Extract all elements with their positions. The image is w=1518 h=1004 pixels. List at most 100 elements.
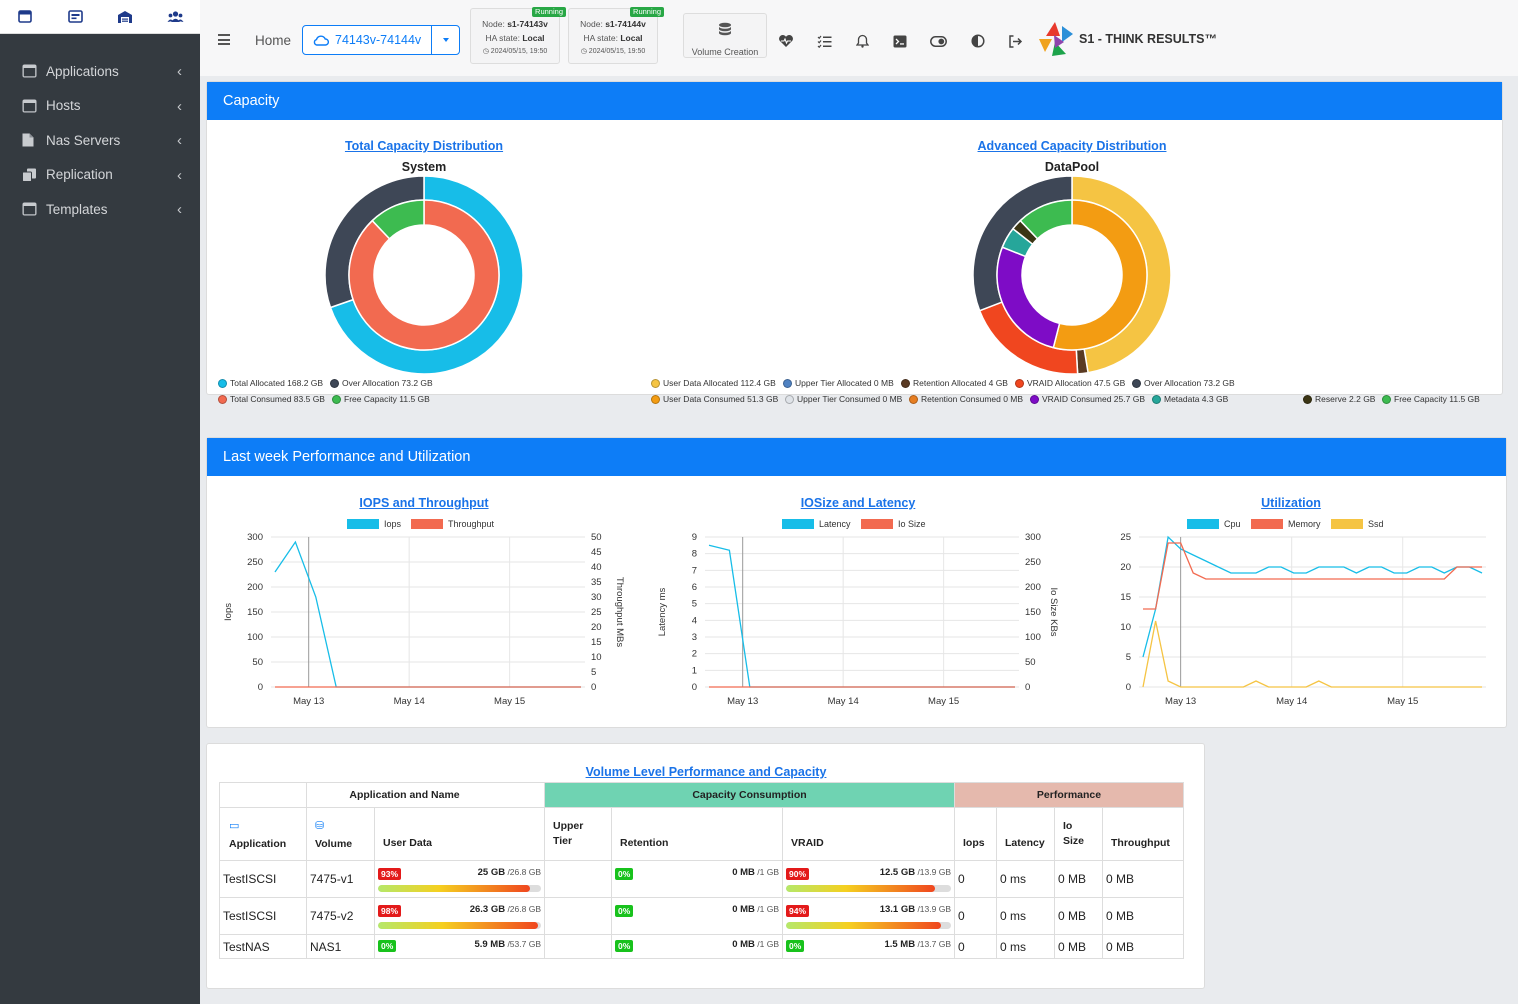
sidebar-item-nas-servers[interactable]: Nas Servers ‹ — [0, 123, 200, 158]
cloud-icon — [312, 34, 329, 46]
application-cell: TestISCSI — [219, 897, 307, 935]
window-icon — [22, 202, 37, 216]
legend-item[interactable]: Cpu — [1187, 519, 1241, 529]
y2-axis-label: Throughput MBs — [614, 577, 625, 647]
legend-label: Latency — [819, 519, 851, 529]
users-icon[interactable] — [165, 7, 185, 27]
legend-item[interactable]: Over Allocation 73.2 GB — [1132, 378, 1235, 388]
legend-item[interactable]: Retention Consumed 0 MB — [909, 394, 1023, 404]
hamburger-menu-icon[interactable] — [218, 34, 230, 45]
inner-slice[interactable] — [1019, 199, 1073, 240]
x-tick-label: May 14 — [394, 696, 425, 707]
total-value: /26.8 GB — [505, 904, 541, 914]
legend-label: Cpu — [1224, 519, 1241, 529]
y2-tick-label: 300 — [1025, 532, 1041, 543]
legend-item[interactable]: Iops — [347, 519, 401, 529]
chevron-left-icon: ‹ — [177, 97, 182, 115]
series-line-ssd[interactable] — [1142, 620, 1482, 688]
inner-slice[interactable] — [1052, 199, 1148, 351]
legend-item[interactable]: Upper Tier Consumed 0 MB — [785, 394, 902, 404]
legend-item[interactable]: Memory — [1251, 519, 1321, 529]
group-header: Performance — [954, 782, 1184, 808]
window-icon: ▭ — [229, 819, 240, 832]
legend-item[interactable]: Upper Tier Allocated 0 MB — [783, 378, 894, 388]
series-line-memory[interactable] — [1143, 542, 1482, 610]
y2-tick-label: 45 — [591, 547, 602, 558]
vraid-cell: 0% 1.5 MB /13.7 GB — [782, 934, 955, 959]
vraid-cell: 94% 13.1 GB /13.9 GB — [782, 897, 955, 935]
y2-tick-label: 30 — [591, 592, 602, 603]
legend-label: Free Capacity 11.5 GB — [344, 394, 430, 404]
volume-creation-button[interactable]: Volume Creation — [683, 13, 767, 58]
upper-tier-cell — [544, 897, 612, 935]
terminal-icon[interactable] — [891, 32, 909, 50]
legend-item[interactable]: Latency — [782, 519, 851, 529]
legend-swatch — [901, 378, 910, 388]
table-row[interactable]: TestNAS NAS1 0% 5.9 MB /53.7 GB 0% 0 MB /1 GB… — [219, 934, 1184, 959]
iops-cell: 0 — [954, 934, 997, 959]
series-line-iops[interactable] — [274, 540, 581, 688]
retention-cell: 0% 0 MB /1 GB — [611, 897, 783, 935]
iops-cell: 0 — [954, 897, 997, 935]
sidebar-item-applications[interactable]: Applications ‹ — [0, 54, 200, 89]
legend-item[interactable]: Metadata 4.3 GB — [1152, 394, 1228, 404]
toggle-icon[interactable] — [929, 32, 947, 50]
warehouse-icon[interactable] — [115, 7, 135, 27]
monitor-icon[interactable] — [65, 7, 85, 27]
chart-title[interactable]: Advanced Capacity Distribution — [977, 139, 1167, 153]
legend-swatch — [347, 519, 379, 529]
legend-item[interactable]: User Data Allocated 112.4 GB — [651, 378, 776, 388]
chevron-left-icon: ‹ — [177, 166, 182, 184]
inner-slice[interactable] — [371, 199, 425, 240]
legend-label: Upper Tier Allocated 0 MB — [795, 378, 894, 388]
home-link[interactable]: Home — [255, 33, 292, 48]
legend-item[interactable]: User Data Consumed 51.3 GB — [651, 394, 778, 404]
legend-item[interactable]: Over Allocation 73.2 GB — [330, 378, 433, 388]
logout-icon[interactable] — [1006, 32, 1024, 50]
heartbeat-icon[interactable] — [777, 32, 795, 50]
y-tick-label: 9 — [692, 532, 697, 543]
sidebar-item-templates[interactable]: Templates ‹ — [0, 192, 200, 227]
legend-item[interactable]: Total Consumed 83.5 GB — [218, 394, 325, 404]
chart-title[interactable]: Total Capacity Distribution — [344, 139, 504, 153]
table-row[interactable]: TestISCSI 7475-v2 98% 26.3 GB /26.8 GB 0% 0 M… — [219, 897, 1184, 935]
total-value: /1 GB — [754, 939, 779, 949]
legend-item[interactable]: Reserve 2.2 GB — [1303, 394, 1375, 404]
bell-icon[interactable] — [853, 32, 871, 50]
y-tick-label: 250 — [247, 557, 263, 568]
chart-title[interactable]: Utilization — [1261, 496, 1321, 510]
user-data-cell: 93% 25 GB /26.8 GB — [374, 860, 545, 898]
legend-item[interactable]: Ssd — [1331, 519, 1384, 529]
percent-badge: 0% — [615, 905, 634, 917]
legend-item[interactable]: Free Capacity 11.5 GB — [1382, 394, 1480, 404]
contrast-icon[interactable] — [969, 32, 987, 50]
legend-swatch — [1152, 394, 1161, 404]
legend-item[interactable]: Total Allocated 168.2 GB — [218, 378, 323, 388]
table-row[interactable]: TestISCSI 7475-v1 93% 25 GB /26.8 GB 0% 0 MB … — [219, 860, 1184, 898]
table-title[interactable]: Volume Level Performance and Capacity — [585, 765, 827, 779]
legend-item[interactable]: Io Size — [861, 519, 926, 529]
legend-swatch — [651, 394, 660, 404]
retention-cell: 0% 0 MB /1 GB — [611, 860, 783, 898]
legend-item[interactable]: VRAID Consumed 25.7 GB — [1030, 394, 1145, 404]
legend-label: VRAID Allocation 47.5 GB — [1027, 378, 1126, 388]
chart-title[interactable]: IOSize and Latency — [800, 496, 916, 510]
legend-item[interactable]: Throughput — [411, 519, 494, 529]
legend-item[interactable]: VRAID Allocation 47.5 GB — [1015, 378, 1125, 388]
series-line-cpu[interactable] — [1142, 535, 1483, 658]
x-tick-label: May 14 — [1276, 696, 1307, 707]
task-list-icon[interactable] — [815, 32, 833, 50]
dashboard-icon[interactable] — [15, 7, 35, 27]
ha-label: HA state: — [485, 33, 520, 43]
legend-item[interactable]: Retention Allocated 4 GB — [901, 378, 1008, 388]
sidebar-item-replication[interactable]: Replication ‹ — [0, 158, 200, 193]
legend-item[interactable]: Free Capacity 11.5 GB — [332, 394, 430, 404]
volume-creation-label: Volume Creation — [691, 47, 759, 57]
x-tick-label: May 14 — [828, 696, 859, 707]
series-line-latency[interactable] — [708, 544, 1015, 688]
dropdown-toggle[interactable] — [431, 26, 459, 54]
sidebar-item-hosts[interactable]: Hosts ‹ — [0, 89, 200, 124]
cluster-selector[interactable]: 74143v-74144v — [302, 25, 460, 55]
chart-title[interactable]: IOPS and Throughput — [359, 496, 489, 510]
inner-slice[interactable] — [348, 199, 500, 351]
